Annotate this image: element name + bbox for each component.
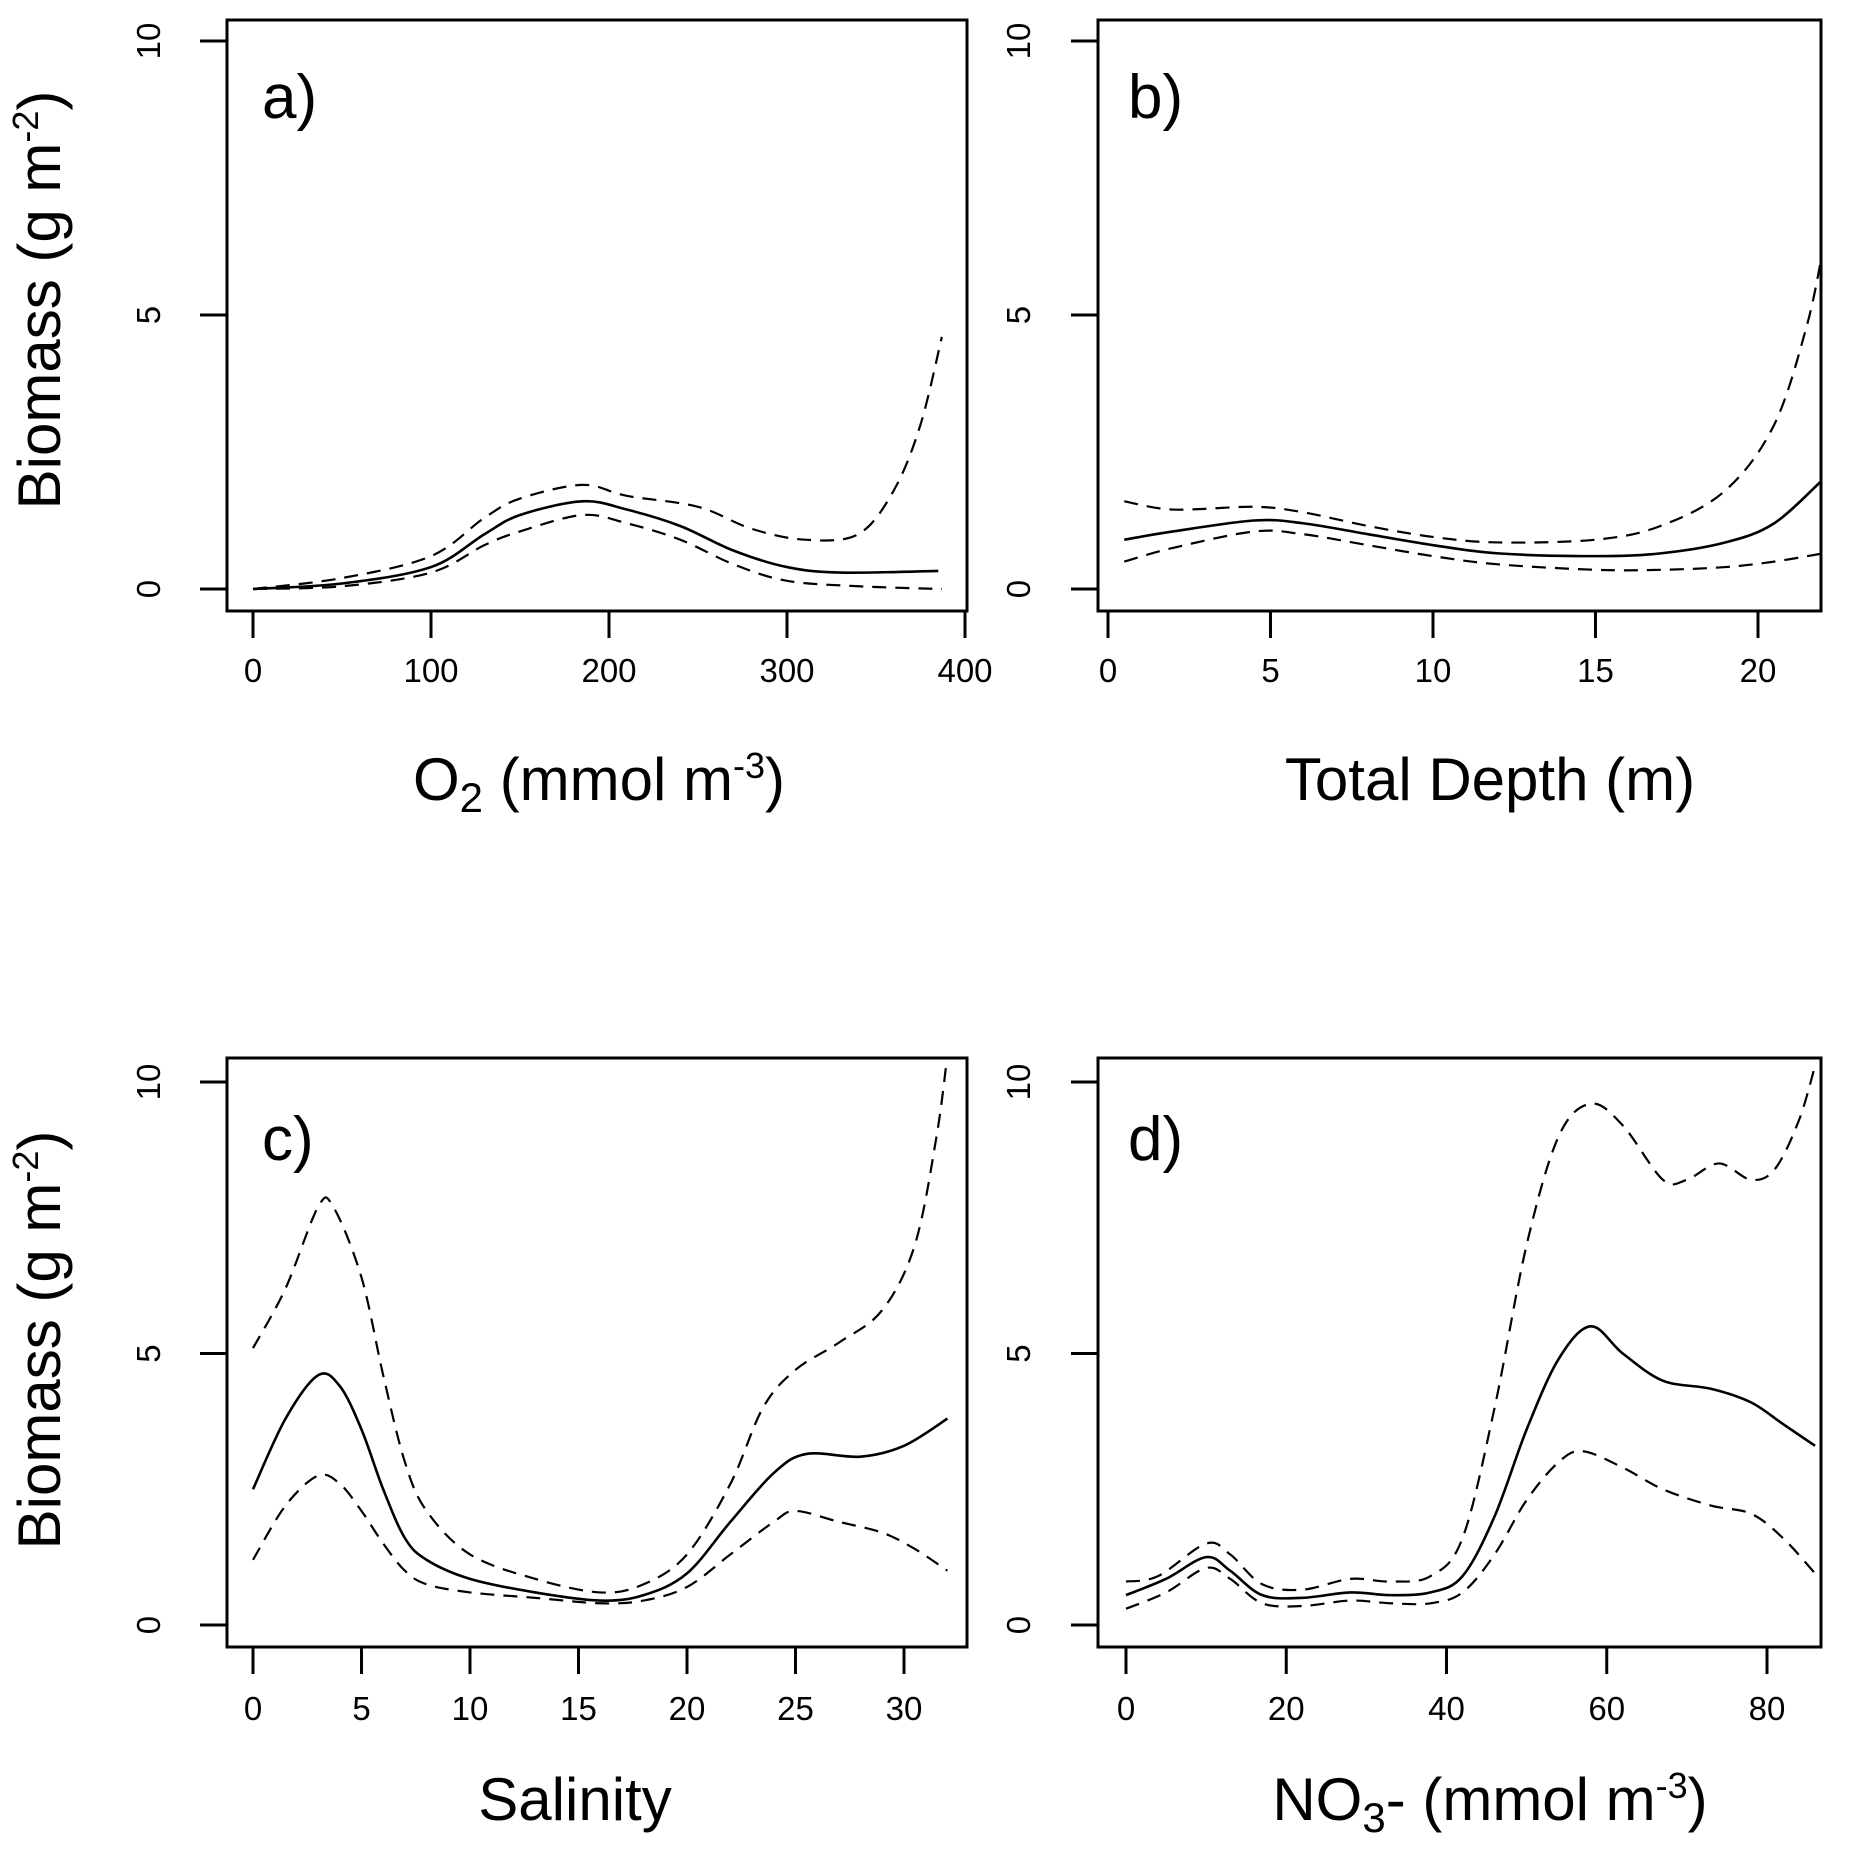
y-tick-label: 10 bbox=[130, 1064, 167, 1101]
series-fit-line bbox=[1124, 479, 1821, 558]
x-tick-label: 15 bbox=[1577, 652, 1614, 689]
x-axis-title-part: ) bbox=[765, 746, 785, 813]
series-upper-line bbox=[252, 1058, 949, 1594]
y-axis-title-part: ) bbox=[6, 91, 73, 111]
plot-frame bbox=[225, 18, 969, 613]
series-lower-line bbox=[252, 1473, 949, 1605]
y-tick-label: 5 bbox=[1000, 1344, 1037, 1362]
x-tick-label: 100 bbox=[403, 652, 458, 689]
y-tick-label: 5 bbox=[1000, 306, 1037, 324]
x-axis-title-part: (mmol m bbox=[483, 746, 733, 813]
x-axis-title: Salinity bbox=[478, 1766, 671, 1833]
y-tick-label: 0 bbox=[1000, 580, 1037, 598]
y-axis-title-part: Biomass (g m bbox=[6, 143, 73, 510]
y-axis-title-sup: -2 bbox=[5, 111, 46, 143]
y-tick-label: 0 bbox=[1000, 1616, 1037, 1634]
panel-letter: a) bbox=[262, 63, 317, 132]
x-axis-title: O2 (mmol m-3) bbox=[413, 745, 785, 821]
x-axis-title-part: 3 bbox=[1362, 1794, 1385, 1841]
plot-frame bbox=[1096, 1056, 1823, 1649]
series-lower-line bbox=[252, 513, 942, 591]
x-axis-title-part: Total Depth (m) bbox=[1285, 746, 1695, 813]
panel-c: 0 5 10 15 20 25 30 0 5 10 c) Salinity Biomass (g m-2… bbox=[5, 1056, 969, 1833]
series-upper-line bbox=[1125, 1065, 1817, 1592]
series-lower-line bbox=[1125, 1450, 1816, 1610]
series-fit-line bbox=[251, 1372, 949, 1602]
x-tick-label: 25 bbox=[777, 1690, 814, 1727]
series-fit-line bbox=[1125, 1325, 1816, 1600]
y-tick-label: 10 bbox=[130, 23, 167, 60]
x-axis-title-part: Salinity bbox=[478, 1766, 671, 1833]
x-tick-label: 0 bbox=[1099, 652, 1117, 689]
x-axis-title-part: 2 bbox=[460, 774, 483, 821]
x-tick-label: 20 bbox=[1740, 652, 1777, 689]
panel-letter: d) bbox=[1128, 1105, 1183, 1174]
x-tick-label: 5 bbox=[352, 1690, 370, 1727]
x-tick-label: 80 bbox=[1749, 1690, 1786, 1727]
x-axis-title-part: - (mmol m bbox=[1386, 1766, 1656, 1833]
x-tick-label: 10 bbox=[452, 1690, 489, 1727]
x-tick-label: 20 bbox=[1268, 1690, 1305, 1727]
x-tick-label: 200 bbox=[581, 652, 636, 689]
y-axis-title-part: Biomass (g m bbox=[6, 1183, 73, 1550]
y-tick-label: 0 bbox=[130, 1616, 167, 1634]
panel-d: 0 20 40 60 80 0 5 10 d) NO3- (mmol m-3) bbox=[1000, 1056, 1823, 1841]
panel-b: 0 5 10 15 20 0 5 10 b) Total Depth (m) bbox=[1000, 18, 1823, 813]
x-tick-label: 30 bbox=[886, 1690, 923, 1727]
y-axis-title-sup: -2 bbox=[5, 1151, 46, 1183]
plot-frame bbox=[225, 1056, 969, 1649]
x-tick-label: 0 bbox=[1117, 1690, 1135, 1727]
x-axis-title-part: O bbox=[413, 746, 460, 813]
x-tick-label: 400 bbox=[937, 652, 992, 689]
x-tick-label: 10 bbox=[1415, 652, 1452, 689]
x-axis-title-part: NO bbox=[1272, 1766, 1362, 1833]
x-tick-label: 60 bbox=[1588, 1690, 1625, 1727]
x-tick-label: 300 bbox=[759, 652, 814, 689]
x-tick-label: 15 bbox=[560, 1690, 597, 1727]
y-axis-title: Biomass (g m-2) bbox=[5, 1131, 73, 1550]
x-tick-label: 0 bbox=[244, 1690, 262, 1727]
x-tick-label: 0 bbox=[244, 652, 262, 689]
y-tick-label: 0 bbox=[130, 580, 167, 598]
y-axis-title-part: ) bbox=[6, 1131, 73, 1151]
y-tick-label: 5 bbox=[130, 306, 167, 324]
x-tick-label: 5 bbox=[1261, 652, 1279, 689]
x-tick-label: 20 bbox=[669, 1690, 706, 1727]
panel-letter: b) bbox=[1128, 63, 1183, 132]
series-fit-line bbox=[252, 499, 939, 591]
plot-frame bbox=[1096, 18, 1823, 613]
y-tick-label: 10 bbox=[1000, 23, 1037, 60]
panel-letter: c) bbox=[262, 1105, 314, 1174]
y-tick-label: 10 bbox=[1000, 1064, 1037, 1101]
x-tick-label: 40 bbox=[1428, 1690, 1465, 1727]
series-upper-line bbox=[252, 336, 943, 591]
y-tick-label: 5 bbox=[130, 1344, 167, 1362]
x-axis-title: NO3- (mmol m-3) bbox=[1272, 1765, 1707, 1841]
y-axis-title: Biomass (g m-2) bbox=[5, 91, 73, 510]
x-axis-title-part: -3 bbox=[1656, 1765, 1688, 1806]
x-axis-title: Total Depth (m) bbox=[1285, 746, 1695, 813]
x-axis-title-part: -3 bbox=[733, 745, 765, 786]
series-upper-line bbox=[1124, 253, 1821, 544]
series-lower-line bbox=[1123, 529, 1821, 572]
x-axis-title-part: ) bbox=[1688, 1766, 1708, 1833]
